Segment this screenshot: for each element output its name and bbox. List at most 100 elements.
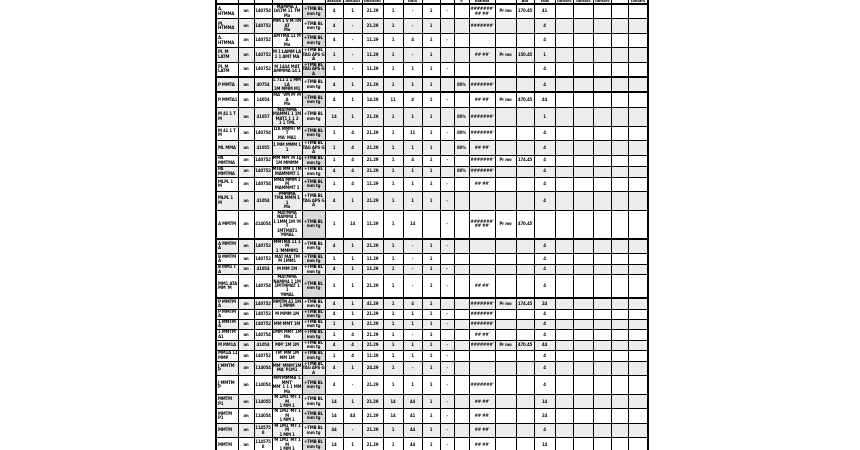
cell[interactable]: 1 xyxy=(402,308,423,320)
cell[interactable] xyxy=(572,76,594,94)
cell[interactable] xyxy=(515,165,535,178)
cell[interactable]: - xyxy=(439,32,455,49)
cell[interactable]: an xyxy=(237,349,255,362)
cell[interactable]: 140752 xyxy=(253,18,273,34)
cell[interactable] xyxy=(515,375,535,396)
cell[interactable]: +TMB BL mm tg xyxy=(301,308,326,320)
cell[interactable] xyxy=(592,165,612,178)
cell[interactable]: M MMM 1M xyxy=(271,308,303,320)
cell[interactable] xyxy=(572,437,594,450)
cell[interactable] xyxy=(494,106,517,127)
cell[interactable]: A MMTM xyxy=(215,209,239,240)
cell[interactable] xyxy=(494,190,517,211)
cell[interactable] xyxy=(468,61,496,79)
cell[interactable]: 14 xyxy=(342,209,363,240)
cell[interactable] xyxy=(572,360,594,377)
cell[interactable]: 1 xyxy=(382,339,404,351)
cell[interactable]: 140752 xyxy=(253,349,273,362)
cell[interactable]: 4 xyxy=(342,328,363,341)
cell[interactable]: 80% xyxy=(453,140,470,156)
cell[interactable]: 4 xyxy=(342,140,363,156)
cell[interactable] xyxy=(592,190,612,211)
cell[interactable]: 1 xyxy=(382,140,404,156)
cell[interactable] xyxy=(468,190,496,211)
cell[interactable]: an xyxy=(237,61,255,79)
cell[interactable]: 4 xyxy=(324,3,344,20)
cell[interactable]: - xyxy=(439,238,455,255)
cell[interactable] xyxy=(627,176,649,192)
cell[interactable]: 4 xyxy=(342,176,363,192)
cell[interactable]: 21.29 xyxy=(361,339,384,351)
cell[interactable]: an xyxy=(237,375,255,396)
cell[interactable] xyxy=(494,140,517,156)
cell[interactable] xyxy=(592,328,612,341)
cell[interactable]: #######' xyxy=(468,106,496,127)
cell[interactable]: Pr mo xyxy=(494,209,517,240)
cell[interactable]: +TMB BL mm tg xyxy=(301,91,326,108)
cell[interactable]: 21.29 xyxy=(361,125,384,142)
cell[interactable] xyxy=(572,190,594,211)
cell[interactable]: 114054 xyxy=(253,360,273,377)
cell[interactable]: - xyxy=(402,18,423,34)
cell[interactable]: 1 xyxy=(421,47,441,63)
cell[interactable]: an xyxy=(237,339,255,351)
cell[interactable]: 4 xyxy=(324,76,344,94)
cell[interactable]: 1 xyxy=(324,47,344,63)
cell[interactable]: 1MM MMT 1M Ma xyxy=(271,328,303,341)
cell[interactable]: +TMB BL mm tg xyxy=(301,297,326,310)
cell[interactable]: 1 xyxy=(342,437,363,450)
cell[interactable] xyxy=(515,408,535,424)
cell[interactable] xyxy=(494,165,517,178)
cell[interactable]: MATMMA NAMM4 1 1 1MM 1M 'MT 1MTMAT1 'MMA… xyxy=(271,209,303,240)
cell[interactable] xyxy=(592,47,612,63)
cell[interactable] xyxy=(494,176,517,192)
cell[interactable] xyxy=(453,308,470,320)
cell[interactable] xyxy=(453,253,470,266)
cell[interactable]: an xyxy=(237,176,255,192)
cell[interactable]: 140752 xyxy=(253,253,273,266)
cell[interactable]: 1 xyxy=(382,154,404,167)
cell[interactable]: - xyxy=(439,408,455,424)
cell[interactable]: - xyxy=(439,264,455,276)
cell[interactable] xyxy=(610,91,629,108)
cell[interactable]: - xyxy=(439,339,455,351)
cell[interactable] xyxy=(554,76,574,94)
cell[interactable]: #######' ## ##' xyxy=(468,3,496,20)
cell[interactable]: 1 xyxy=(421,408,441,424)
cell[interactable] xyxy=(592,154,612,167)
cell[interactable]: 470.45 xyxy=(515,209,535,240)
cell[interactable]: 11.29 xyxy=(361,61,384,79)
cell[interactable]: L 711 1 1 MMLA 1M MMM M1 xyxy=(271,76,303,94)
cell[interactable] xyxy=(592,349,612,362)
cell[interactable]: 1 MMTMA xyxy=(215,318,239,330)
cell[interactable] xyxy=(554,140,574,156)
cell[interactable] xyxy=(453,238,470,255)
cell[interactable]: 44 xyxy=(402,422,423,439)
cell[interactable] xyxy=(572,3,594,20)
cell[interactable] xyxy=(592,308,612,320)
cell[interactable]: 44 xyxy=(402,394,423,410)
cell[interactable]: 1 xyxy=(324,318,344,330)
cell[interactable] xyxy=(554,3,574,20)
cell[interactable]: Pr mo xyxy=(494,339,517,351)
cell[interactable]: 1 xyxy=(324,61,344,79)
cell[interactable]: 1 xyxy=(421,3,441,20)
cell[interactable]: 1 xyxy=(421,176,441,192)
cell[interactable]: +TMB BL mm tg xyxy=(301,394,326,410)
cell[interactable] xyxy=(515,253,535,266)
cell[interactable] xyxy=(554,91,574,108)
cell[interactable] xyxy=(494,61,517,79)
cell[interactable]: A. HTMMA xyxy=(215,32,239,49)
cell[interactable] xyxy=(439,76,455,94)
cell[interactable]: 140754 xyxy=(253,125,273,142)
cell[interactable] xyxy=(554,318,574,330)
cell[interactable]: 1 xyxy=(402,318,423,330)
cell[interactable]: 1 xyxy=(402,76,423,94)
cell[interactable]: #######' xyxy=(468,165,496,178)
cell[interactable]: an xyxy=(237,3,255,20)
cell[interactable] xyxy=(610,437,629,450)
cell[interactable]: 11.29 xyxy=(361,264,384,276)
cell[interactable] xyxy=(494,375,517,396)
cell[interactable] xyxy=(610,3,629,20)
cell[interactable]: M 41 1 TM xyxy=(215,106,239,127)
